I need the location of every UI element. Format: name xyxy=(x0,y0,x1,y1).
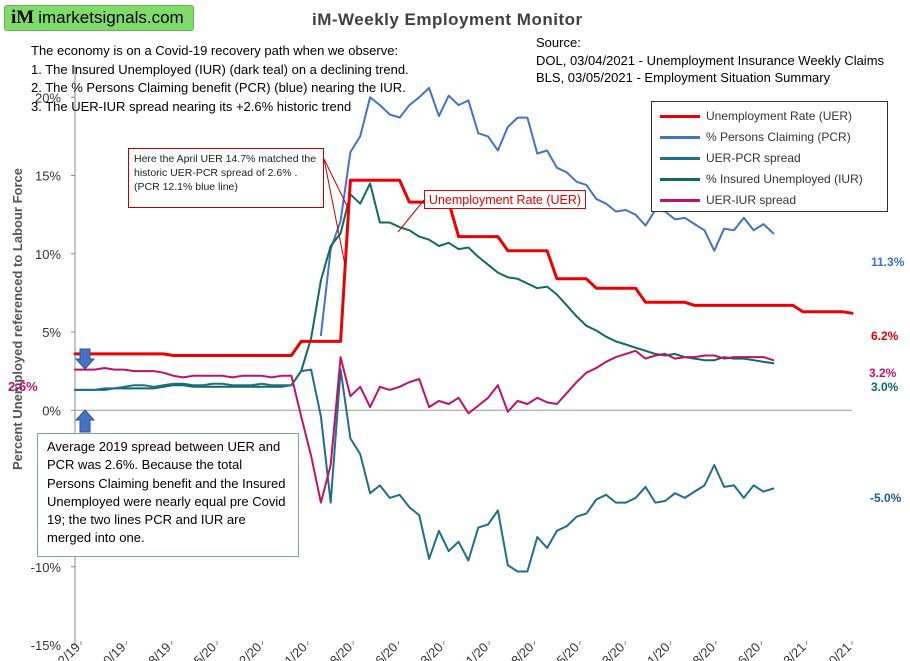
logo-mark: iM xyxy=(11,7,35,28)
source-line: BLS, 03/05/2021 - Employment Situation S… xyxy=(536,70,831,85)
legend-item-pcr: % Persons Claiming (PCR) xyxy=(660,129,851,145)
series-line-2 xyxy=(74,368,775,573)
legend-swatch xyxy=(660,177,700,181)
uer-callout-connector xyxy=(397,199,425,233)
x-tick-label: 12/28/19 xyxy=(127,640,173,661)
source-text: Source: DOL, 03/04/2021 - Unemployment I… xyxy=(536,34,884,87)
x-tick-label: 01/23/21 xyxy=(762,640,808,661)
series-line-1 xyxy=(319,86,775,337)
note-connector xyxy=(323,158,346,266)
x-tick-label: 02/22/20 xyxy=(218,640,264,661)
april-note-box: Here the April UER 14.7% matched the his… xyxy=(128,148,324,208)
legend-label: UER-IUR spread xyxy=(706,193,797,207)
chart-title: iM-Weekly Employment Monitor xyxy=(312,10,583,29)
x-tick-label: 04/18/20 xyxy=(309,640,355,661)
legend-item-uer-pcr: UER-PCR spread xyxy=(660,150,801,166)
legend-label: UER-PCR spread xyxy=(706,151,801,165)
series-line-0 xyxy=(73,178,854,357)
x-tick-label: 03/21/20 xyxy=(263,640,309,661)
legend-item-iur: % Insured Unemployed (IUR) xyxy=(660,171,863,187)
x-axis-labels: 11/02/1911/30/1912/28/1901/25/2002/22/20… xyxy=(37,640,854,661)
x-tick-label: 06/13/20 xyxy=(400,640,446,661)
legend-swatch xyxy=(660,198,700,202)
x-tick-label: 09/05/20 xyxy=(536,640,582,661)
y-axis-title: Percent Unemployed referenced to Labour … xyxy=(10,168,25,470)
legend-swatch xyxy=(660,114,700,118)
y-tick-label: 5% xyxy=(42,325,61,340)
x-tick-label: 05/16/20 xyxy=(354,640,400,661)
end-label-iur: 3.0% xyxy=(871,380,899,394)
chart-legend: Unemployment Rate (UER) % Persons Claimi… xyxy=(651,101,888,212)
source-line: Source: xyxy=(536,35,581,50)
source-line: DOL, 03/04/2021 - Unemployment Insurance… xyxy=(536,52,885,68)
legend-label: % Insured Unemployed (IUR) xyxy=(706,172,863,186)
x-tick-label: 10/03/20 xyxy=(581,640,627,661)
end-label-pcr: 11.3% xyxy=(871,255,905,269)
legend-label: Unemployment Rate (UER) xyxy=(706,109,853,123)
intro-line: 1. The Insured Unemployed (IUR) (dark te… xyxy=(31,61,409,77)
intro-line: 2. The % Persons Claiming benefit (PCR) … xyxy=(31,80,406,95)
y-tick-label: 20% xyxy=(35,90,61,105)
x-tick-label: 02/20/21 xyxy=(808,640,854,661)
extra-ytick-label: 2.6% xyxy=(8,379,38,394)
series-line-3 xyxy=(74,182,775,391)
x-tick-label: 12/26/20 xyxy=(717,640,763,661)
legend-item-uer: Unemployment Rate (UER) xyxy=(660,108,852,124)
site-logo[interactable]: iM imarketsignals.com xyxy=(4,5,194,31)
uer-callout: Unemployment Rate (UER) xyxy=(424,190,586,209)
x-tick-label: 01/25/20 xyxy=(173,640,219,661)
y-tick-label: -10% xyxy=(31,560,62,575)
x-tick-label: 11/30/19 xyxy=(83,640,129,661)
end-label-uer-iur: 3.2% xyxy=(869,366,897,380)
logo-site-name: imarketsignals.com xyxy=(38,8,184,27)
series-line-4 xyxy=(74,349,775,504)
intro-text: The economy is on a Covid-19 recovery pa… xyxy=(31,42,409,116)
intro-line: The economy is on a Covid-19 recovery pa… xyxy=(31,43,399,58)
legend-label: % Persons Claiming (PCR) xyxy=(706,130,851,144)
up-arrow-icon xyxy=(74,409,96,433)
intro-line: 3. The UER-IUR spread nearing its +2.6% … xyxy=(31,98,352,114)
chart-series-layer xyxy=(73,86,854,573)
note-connector xyxy=(323,158,349,209)
x-tick-label: 11/28/20 xyxy=(672,640,718,661)
legend-item-uer-iur: UER-IUR spread xyxy=(660,192,796,208)
x-tick-label: 08/08/20 xyxy=(490,640,536,661)
x-tick-label: 10/31/20 xyxy=(626,640,672,661)
y-tick-label: 10% xyxy=(35,247,61,262)
end-label-uer-pcr: -5.0% xyxy=(870,491,902,505)
annotation-arrows xyxy=(74,158,425,433)
x-tick-label: 07/11/20 xyxy=(446,640,492,661)
y-tick-label: 0% xyxy=(42,403,61,418)
legend-swatch xyxy=(660,156,700,160)
y-tick-label: 15% xyxy=(35,169,61,184)
spread-annotation-box: Average 2019 spread between UER and PCR … xyxy=(37,433,299,557)
y-tick-label: -15% xyxy=(31,638,62,653)
legend-swatch xyxy=(660,135,700,139)
end-label-uer: 6.2% xyxy=(871,329,899,343)
down-arrow-icon xyxy=(74,348,96,370)
